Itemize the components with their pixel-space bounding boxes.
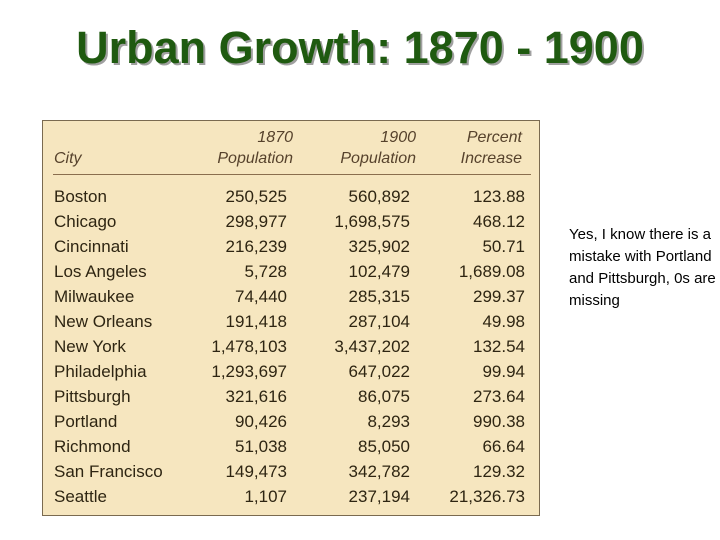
- population-1870-cell: 5,728: [244, 262, 287, 281]
- population-1870-cell: 51,038: [235, 437, 287, 456]
- table-row: Richmond 51,038 85,050 66.64: [43, 434, 541, 459]
- city-cell: Seattle: [54, 487, 107, 506]
- population-1870-cell: 191,418: [225, 312, 287, 331]
- table-row: Los Angeles 5,728 102,479 1,689.08: [43, 259, 541, 284]
- percent-increase-cell: 21,326.73: [449, 487, 525, 506]
- population-1900-cell: 102,479: [348, 262, 410, 281]
- population-1900-cell: 285,315: [348, 287, 410, 306]
- population-1900-cell: 3,437,202: [334, 337, 410, 356]
- population-1900-cell: 1,698,575: [334, 212, 410, 231]
- table-row: Seattle 1,107 237,194 21,326.73: [43, 484, 541, 509]
- table-row: Pittsburgh 321,616 86,075 273.64: [43, 384, 541, 409]
- city-cell: New York: [54, 337, 126, 356]
- percent-increase-cell: 299.37: [473, 287, 525, 306]
- percent-increase-cell: 468.12: [473, 212, 525, 231]
- header-1870-population: Population: [217, 150, 293, 167]
- header-divider: [53, 174, 531, 175]
- population-1900-cell: 647,022: [348, 362, 410, 381]
- table-row: Cincinnati 216,239 325,902 50.71: [43, 234, 541, 259]
- population-1870-cell: 1,478,103: [211, 337, 287, 356]
- city-cell: New Orleans: [54, 312, 153, 331]
- percent-increase-cell: 273.64: [473, 387, 525, 406]
- population-1900-cell: 325,902: [348, 237, 410, 256]
- table-row: Boston 250,525 560,892 123.88: [43, 184, 541, 209]
- city-cell: San Francisco: [54, 462, 163, 481]
- population-1900-cell: 342,782: [348, 462, 410, 481]
- population-1870-cell: 1,293,697: [211, 362, 287, 381]
- percent-increase-cell: 123.88: [473, 187, 525, 206]
- population-1870-cell: 298,977: [225, 212, 287, 231]
- percent-increase-cell: 132.54: [473, 337, 525, 356]
- population-table: City 1870 Population 1900 Population Per…: [42, 120, 540, 516]
- population-1900-cell: 237,194: [348, 487, 410, 506]
- percent-increase-cell: 990.38: [473, 412, 525, 431]
- population-1870-cell: 74,440: [235, 287, 287, 306]
- population-1870-cell: 216,239: [225, 237, 287, 256]
- population-1900-cell: 86,075: [358, 387, 410, 406]
- population-1900-cell: 287,104: [348, 312, 410, 331]
- population-1900-cell: 560,892: [348, 187, 410, 206]
- percent-increase-cell: 1,689.08: [458, 262, 525, 281]
- population-1870-cell: 321,616: [225, 387, 287, 406]
- city-cell: Pittsburgh: [54, 387, 131, 406]
- city-cell: Milwaukee: [54, 287, 135, 306]
- city-cell: Boston: [54, 187, 107, 206]
- percent-increase-cell: 50.71: [482, 237, 525, 256]
- header-increase: Increase: [460, 150, 522, 167]
- population-1870-cell: 250,525: [225, 187, 287, 206]
- header-1900-population: Population: [340, 150, 416, 167]
- header-percent: Percent: [466, 129, 522, 146]
- table-row: Philadelphia 1,293,697 647,022 99.94: [43, 359, 541, 384]
- percent-increase-cell: 49.98: [482, 312, 525, 331]
- population-1900-cell: 85,050: [358, 437, 410, 456]
- percent-increase-cell: 66.64: [482, 437, 525, 456]
- city-cell: Los Angeles: [54, 262, 147, 281]
- table-row: San Francisco 149,473 342,782 129.32: [43, 459, 541, 484]
- percent-increase-cell: 99.94: [482, 362, 525, 381]
- table-row: Milwaukee 74,440 285,315 299.37: [43, 284, 541, 309]
- city-cell: Cincinnati: [54, 237, 129, 256]
- city-cell: Philadelphia: [54, 362, 147, 381]
- table-row: Portland 90,426 8,293 990.38: [43, 409, 541, 434]
- table-row: Chicago 298,977 1,698,575 468.12: [43, 209, 541, 234]
- table-row: New Orleans 191,418 287,104 49.98: [43, 309, 541, 334]
- slide-title: Urban Growth: 1870 - 1900: [76, 22, 644, 73]
- city-cell: Portland: [54, 412, 118, 431]
- population-1870-cell: 1,107: [244, 487, 287, 506]
- percent-increase-cell: 129.32: [473, 462, 525, 481]
- city-cell: Chicago: [54, 212, 117, 231]
- header-1900-year: 1900: [380, 129, 416, 146]
- city-cell: Richmond: [54, 437, 131, 456]
- population-1870-cell: 90,426: [235, 412, 287, 431]
- population-1870-cell: 149,473: [225, 462, 287, 481]
- header-1870-year: 1870: [257, 129, 293, 146]
- header-city: City: [54, 150, 82, 167]
- side-note: Yes, I know there is a mistake with Port…: [569, 226, 716, 309]
- table-row: New York 1,478,103 3,437,202 132.54: [43, 334, 541, 359]
- population-1900-cell: 8,293: [367, 412, 410, 431]
